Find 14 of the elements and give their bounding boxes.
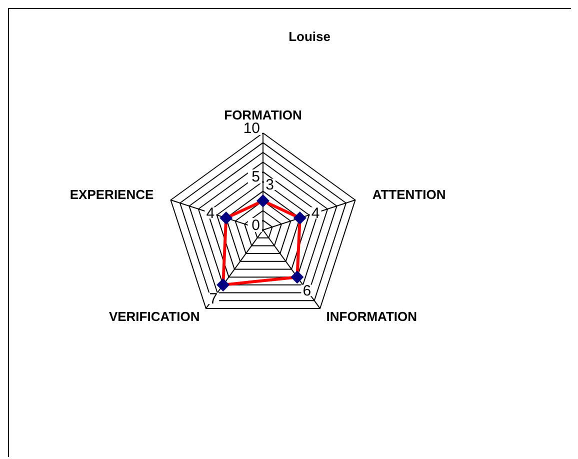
y-tick-label: 0 (252, 217, 260, 234)
spoke-label: VERIFICATION (108, 309, 200, 324)
spoke-label: EXPERIENCE (70, 187, 154, 202)
spoke-label: INFORMATION (326, 309, 418, 324)
chart-title: Louise (288, 29, 331, 44)
spoke-label: ATTENTION (372, 187, 446, 202)
data-label: 7 (209, 290, 218, 308)
y-tick-label: 5 (252, 168, 260, 186)
data-label: 3 (266, 176, 274, 194)
data-label: 6 (302, 282, 312, 300)
data-label: 4 (311, 204, 320, 222)
spoke-label: FORMATION (224, 108, 302, 123)
data-label: 4 (206, 204, 215, 222)
y-tick-label: 10 (243, 120, 260, 137)
